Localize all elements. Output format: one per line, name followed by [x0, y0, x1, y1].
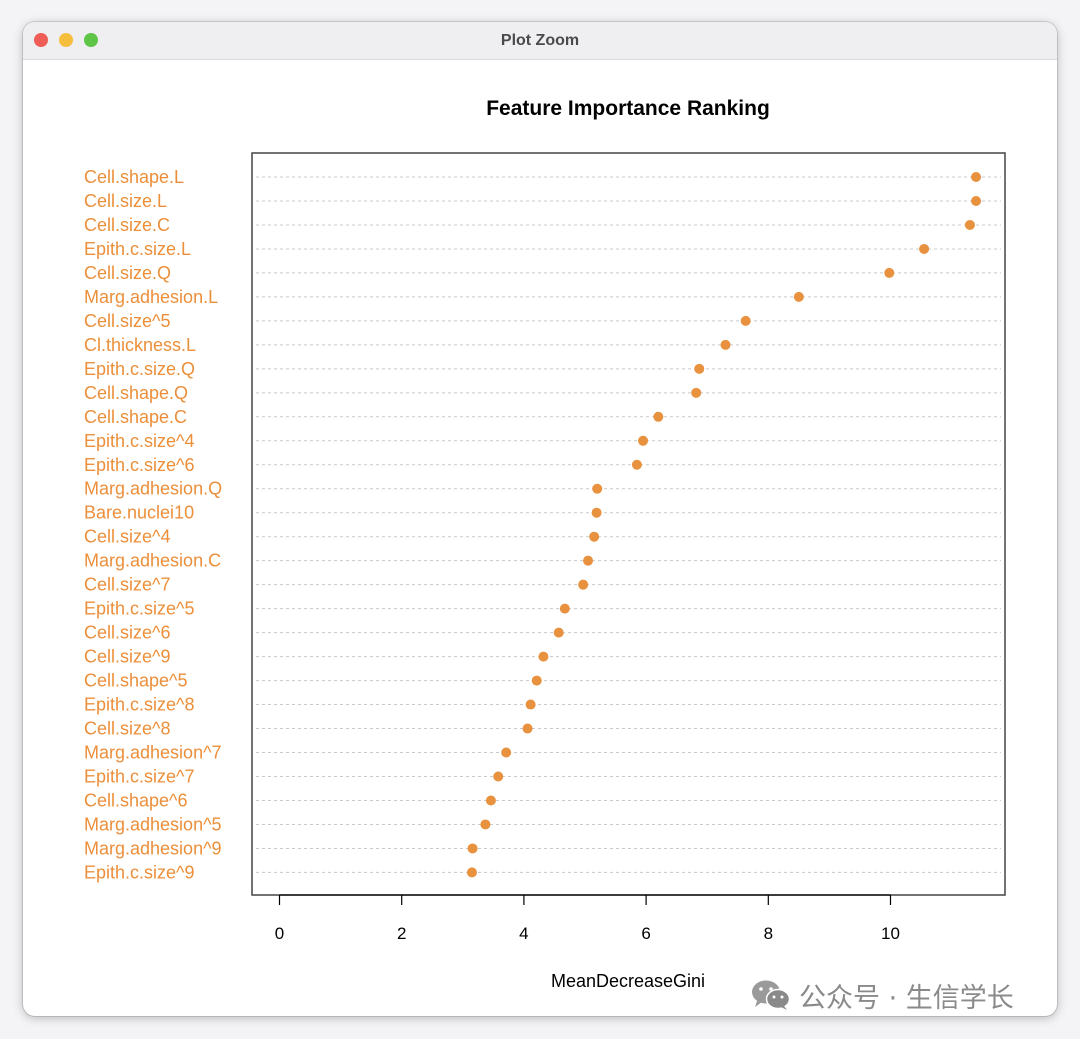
close-window-button[interactable] [34, 33, 48, 47]
data-point [720, 339, 731, 350]
feature-label: Cell.size^6 [84, 623, 170, 643]
data-point [592, 483, 603, 494]
feature-label: Cell.size.Q [84, 263, 171, 283]
feature-label: Marg.adhesion^5 [84, 814, 222, 834]
x-axis: 0 2 4 6 8 10 [275, 894, 900, 943]
data-point [971, 195, 982, 206]
feature-label: Cell.size.L [84, 191, 167, 211]
data-point [964, 219, 975, 230]
watermark-text: 公众号 · 生信学长 [799, 982, 1014, 1014]
data-point [740, 315, 751, 326]
feature-label: Marg.adhesion.Q [84, 479, 222, 499]
feature-label: Marg.adhesion^9 [84, 838, 222, 858]
data-points [466, 172, 982, 878]
wechat-icon [752, 980, 791, 1010]
feature-label: Cell.size^7 [84, 575, 170, 595]
feature-label: Cell.shape.L [84, 167, 184, 187]
watermark: 公众号 · 生信学长 [751, 975, 1014, 1015]
zoom-window-button[interactable] [84, 33, 98, 47]
feature-label: Cell.shape^6 [84, 790, 188, 810]
data-point [919, 243, 930, 254]
data-point [559, 603, 570, 614]
data-point [531, 675, 542, 686]
chart-title: Feature Importance Ranking [486, 97, 770, 120]
feature-label: Epith.c.size.Q [84, 359, 195, 379]
grid-lines [256, 176, 1001, 873]
plot-frame [251, 152, 1006, 896]
x-tick-label: 2 [397, 924, 406, 943]
data-point [694, 363, 705, 374]
x-tick-label: 8 [764, 924, 773, 943]
data-point [501, 747, 512, 758]
feature-label: Cell.size^4 [84, 527, 170, 547]
feature-label: Epith.c.size^6 [84, 455, 195, 475]
feature-label: Epith.c.size^7 [84, 767, 195, 787]
feature-label: Marg.adhesion.L [84, 287, 218, 307]
data-point [480, 819, 491, 830]
data-point [589, 531, 600, 542]
feature-label: Marg.adhesion.C [84, 551, 221, 571]
data-point [485, 795, 496, 806]
data-point [793, 291, 804, 302]
x-tick-label: 4 [519, 924, 528, 943]
feature-label: Epith.c.size.L [84, 239, 191, 259]
feature-label: Epith.c.size^8 [84, 695, 195, 715]
data-point [971, 172, 982, 182]
feature-label: Cell.shape.C [84, 407, 187, 427]
feature-label: Cell.size.C [84, 215, 170, 235]
x-axis-label: MeanDecreaseGini [551, 971, 705, 991]
data-point [466, 867, 477, 878]
data-point [553, 627, 564, 638]
feature-label: Cell.size^9 [84, 647, 170, 667]
data-point [653, 411, 664, 422]
data-point [583, 555, 594, 566]
x-tick-label: 0 [275, 924, 284, 943]
feature-importance-chart: Feature Importance Ranking Cell.shape.LC… [84, 97, 1006, 991]
x-tick-label: 10 [881, 924, 900, 943]
feature-label: Epith.c.size^9 [84, 862, 195, 882]
feature-label: Cl.thickness.L [84, 335, 196, 355]
data-point [467, 843, 478, 854]
feature-label: Bare.nuclei10 [84, 503, 194, 523]
data-point [538, 651, 549, 662]
data-point [691, 387, 702, 398]
feature-label: Epith.c.size^4 [84, 431, 195, 451]
data-point [884, 267, 895, 278]
feature-label: Epith.c.size^5 [84, 599, 195, 619]
x-tick-label: 6 [641, 924, 650, 943]
window-title: Plot Zoom [500, 32, 580, 49]
feature-label: Cell.size^8 [84, 719, 170, 739]
feature-labels: Cell.shape.L Cell.size.L Cell.size.C Epith.… [84, 167, 222, 882]
feature-label: Cell.shape^5 [84, 671, 188, 691]
feature-label: Cell.size^5 [84, 311, 170, 331]
data-point [638, 435, 649, 446]
data-point [525, 699, 536, 710]
data-point [522, 723, 533, 734]
minimize-window-button[interactable] [59, 33, 73, 47]
data-point [578, 579, 589, 590]
data-point [591, 507, 602, 518]
data-point [493, 771, 504, 782]
title-bar[interactable]: Plot Zoom [23, 22, 1057, 60]
feature-label: Marg.adhesion^7 [84, 743, 222, 763]
data-point [631, 459, 642, 470]
feature-label: Cell.shape.Q [84, 383, 188, 403]
plot-zoom-window: Plot Zoom Feature Importance Ranking Cel… [23, 22, 1057, 1016]
